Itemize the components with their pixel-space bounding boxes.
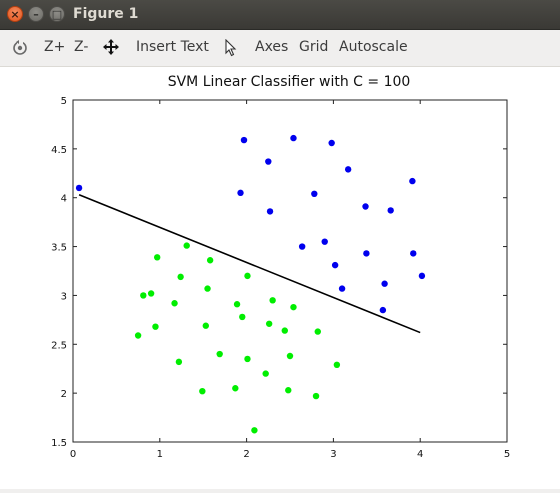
x-tick-label: 0 (70, 449, 76, 460)
data-point-class-a (363, 250, 370, 257)
data-point-class-b (314, 328, 321, 335)
zoom-out-button[interactable]: Z- (74, 39, 89, 55)
zoom-in-button[interactable]: Z+ (44, 39, 66, 55)
insert-text-button[interactable]: Insert Text (136, 39, 209, 55)
y-tick-label: 1.5 (51, 438, 67, 449)
data-point-class-b (233, 301, 241, 308)
y-tick-label: 5 (61, 96, 67, 107)
data-point-class-b (232, 385, 239, 392)
data-point-class-b (134, 332, 142, 339)
data-point-class-a (321, 238, 328, 245)
axes-button[interactable]: Axes (255, 39, 289, 55)
data-point-class-b (286, 352, 294, 360)
data-point-class-b (175, 358, 183, 366)
x-tick-label: 1 (157, 449, 163, 460)
data-point-class-a (362, 203, 369, 210)
data-point-class-b (290, 303, 297, 311)
y-tick-label: 4 (61, 194, 67, 205)
data-point-class-b (171, 300, 178, 307)
scatter-chart: SVM Linear Classifier with C = 100 0 1 2 3 4… (51, 74, 510, 460)
rotate-icon[interactable] (11, 38, 29, 60)
data-point-class-a (328, 139, 335, 147)
data-point-class-a (265, 158, 272, 165)
window-title: Figure 1 (73, 6, 139, 22)
data-point-class-b (202, 322, 210, 329)
decision-boundary-line (78, 194, 421, 334)
x-tick-label: 5 (504, 449, 510, 460)
close-window-button[interactable]: × (7, 6, 23, 22)
figure-toolbar: Z+ Z- Insert Text Axes Grid Autoscale (0, 30, 560, 67)
data-point-class-b (152, 323, 159, 330)
data-point-class-a (237, 189, 244, 197)
data-point-class-a (240, 136, 248, 144)
data-point-class-b (147, 290, 155, 297)
data-point-class-b (265, 320, 273, 327)
data-point-class-b (199, 387, 206, 395)
data-point-class-b (312, 392, 320, 400)
axes-frame (72, 99, 508, 443)
data-point-class-b (251, 427, 258, 434)
data-series (75, 134, 426, 434)
data-point-class-b (140, 292, 147, 299)
y-tick-label: 2 (61, 389, 67, 400)
chart-title: SVM Linear Classifier with C = 100 (168, 74, 411, 90)
y-tick-label: 4.5 (51, 145, 67, 156)
data-point-class-b (281, 327, 288, 334)
data-point-class-a (344, 166, 352, 173)
data-point-class-b (285, 387, 292, 394)
maximize-window-button[interactable]: □ (49, 6, 65, 22)
data-point-class-b (216, 350, 223, 358)
plot-canvas[interactable]: SVM Linear Classifier with C = 100 0 1 2 3 4… (0, 67, 560, 489)
data-point-class-b (204, 285, 211, 292)
data-point-class-a (410, 250, 417, 257)
data-point-class-a (298, 243, 306, 250)
autoscale-button[interactable]: Autoscale (339, 39, 408, 55)
data-point-class-a (418, 272, 426, 280)
data-point-class-b (269, 297, 276, 304)
data-point-class-b (262, 370, 269, 377)
data-point-class-a (387, 207, 394, 214)
x-tick-label: 2 (243, 449, 249, 460)
data-point-class-a (381, 280, 388, 287)
minimize-window-button[interactable]: – (28, 6, 44, 22)
data-point-class-a (379, 306, 387, 314)
data-point-class-b (183, 242, 190, 249)
data-point-class-a (290, 134, 297, 142)
data-point-class-b (206, 257, 214, 264)
data-point-class-a (266, 208, 274, 215)
data-point-class-b (239, 313, 246, 321)
x-tick-label: 4 (417, 449, 423, 460)
pointer-icon[interactable] (224, 38, 238, 61)
y-tick-label: 3.5 (51, 243, 67, 254)
y-tick-label: 2.5 (51, 340, 67, 351)
data-point-class-b (244, 272, 251, 280)
data-point-class-a (311, 190, 318, 198)
data-point-class-b (244, 355, 251, 363)
data-point-class-b (333, 361, 341, 369)
move-arrows-icon[interactable] (102, 38, 120, 60)
data-point-class-a (338, 285, 346, 292)
data-point-class-a (409, 177, 416, 185)
data-point-class-b (153, 254, 161, 261)
axis-ticks: 0 1 2 3 4 5 1.5 2 2.5 3 3.5 4 4.5 5 (51, 96, 510, 460)
x-tick-label: 3 (330, 449, 336, 460)
data-point-class-a (75, 184, 83, 192)
grid-button[interactable]: Grid (299, 39, 329, 55)
data-point-class-b (177, 273, 184, 281)
y-tick-label: 3 (61, 291, 67, 302)
title-bar: × – □ Figure 1 (0, 0, 560, 30)
data-point-class-a (331, 261, 339, 269)
